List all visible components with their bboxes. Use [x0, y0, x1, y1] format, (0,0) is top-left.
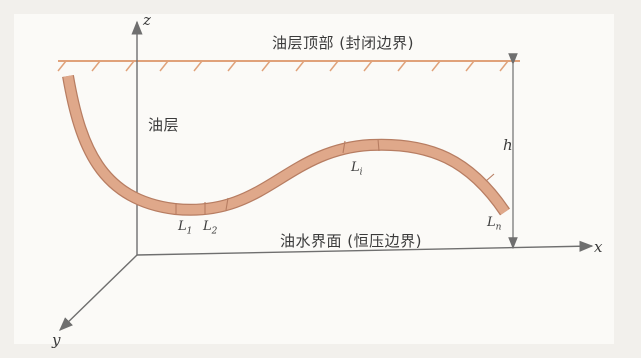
x-axis-label: x [594, 238, 603, 256]
segment-label-i: Li [351, 160, 363, 178]
wellbore-body [63, 75, 509, 215]
height-label: h [503, 136, 513, 154]
bottom-boundary-label: 油水界面 (恒压边界) [280, 232, 422, 250]
top-boundary-hatches [57, 60, 509, 72]
axes [58, 20, 594, 331]
segment-label-1: L1 [178, 219, 193, 237]
y-axis-label: y [52, 331, 61, 349]
segment-label-2: L2 [203, 219, 218, 237]
wellbore-segment-dividers [175, 138, 495, 215]
reservoir-label: 油层 [148, 116, 180, 134]
segment-label-n: Ln [487, 215, 502, 233]
wellbore [62, 74, 510, 216]
top-boundary-label: 油层顶部 (封闭边界) [272, 34, 414, 52]
top-boundary [57, 60, 520, 72]
y-axis [58, 254, 138, 331]
z-axis-label: z [143, 11, 151, 29]
